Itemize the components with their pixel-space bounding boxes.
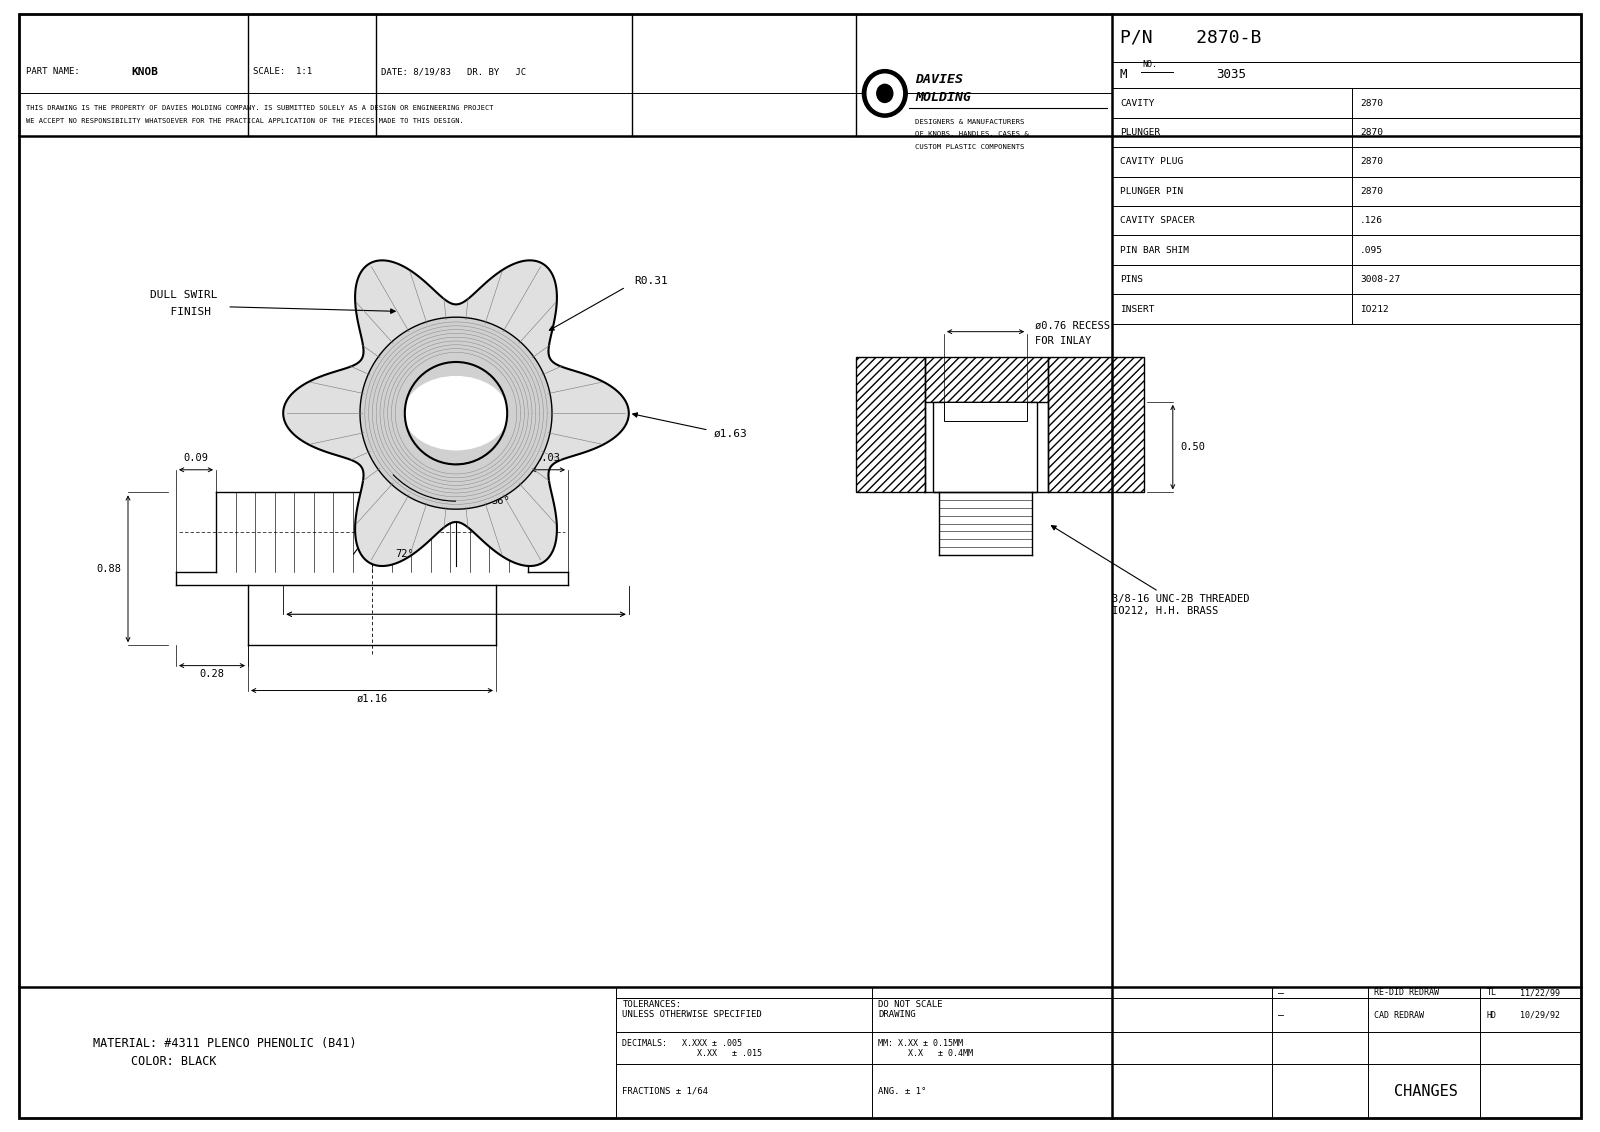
Text: NO.: NO. <box>1142 60 1157 69</box>
Bar <box>933 402 1037 492</box>
Text: –: – <box>1278 988 1285 997</box>
Text: CAVITY SPACER: CAVITY SPACER <box>1120 216 1195 225</box>
Text: 0.88: 0.88 <box>96 564 122 574</box>
Text: KNOB: KNOB <box>131 67 158 77</box>
Polygon shape <box>360 317 552 509</box>
Text: PLUNGER: PLUNGER <box>1120 128 1160 137</box>
Circle shape <box>405 377 507 449</box>
Text: DAVIES: DAVIES <box>915 74 963 86</box>
Text: .095: .095 <box>1360 246 1382 255</box>
Text: MOLDING: MOLDING <box>915 92 971 104</box>
Text: M: M <box>1120 68 1128 82</box>
Ellipse shape <box>867 75 902 113</box>
Text: ø1.16: ø1.16 <box>357 694 387 704</box>
Text: PART NAME:: PART NAME: <box>26 68 80 76</box>
Polygon shape <box>283 260 629 566</box>
Text: 0.09: 0.09 <box>184 453 208 463</box>
Bar <box>856 357 925 492</box>
Text: WE ACCEPT NO RESPONSIBILITY WHATSOEVER FOR THE PRACTICAL APPLICATION OF THE PIEC: WE ACCEPT NO RESPONSIBILITY WHATSOEVER F… <box>26 118 464 125</box>
Text: .126: .126 <box>1360 216 1382 225</box>
Text: 3008-27: 3008-27 <box>1360 275 1400 284</box>
Text: FOR INLAY: FOR INLAY <box>1035 336 1091 345</box>
Text: PLUNGER PIN: PLUNGER PIN <box>1120 187 1184 196</box>
Bar <box>925 357 1048 402</box>
Text: SCALE:  1:1: SCALE: 1:1 <box>253 68 312 76</box>
Text: CHANGES: CHANGES <box>1395 1083 1458 1099</box>
Text: HD: HD <box>1486 1011 1496 1020</box>
Text: 11/22/99: 11/22/99 <box>1520 988 1560 997</box>
Text: FRACTIONS ± 1/64: FRACTIONS ± 1/64 <box>622 1087 709 1096</box>
Text: CAD REDRAW: CAD REDRAW <box>1374 1011 1424 1020</box>
Text: 3/8-16 UNC-2B THREADED
IO212, H.H. BRASS: 3/8-16 UNC-2B THREADED IO212, H.H. BRASS <box>1051 525 1250 616</box>
Text: CAVITY: CAVITY <box>1120 98 1155 108</box>
Text: CUSTOM PLASTIC COMPONENTS: CUSTOM PLASTIC COMPONENTS <box>915 144 1024 149</box>
Text: ø1.63: ø1.63 <box>714 429 747 438</box>
Bar <box>944 402 1027 421</box>
Text: 2870: 2870 <box>1360 98 1382 108</box>
Bar <box>1048 357 1144 492</box>
Text: DESIGNERS & MANUFACTURERS: DESIGNERS & MANUFACTURERS <box>915 119 1024 125</box>
Text: ø0.76 RECESS: ø0.76 RECESS <box>1035 321 1110 331</box>
Text: 0.28: 0.28 <box>200 669 224 679</box>
Text: –: – <box>1278 1011 1285 1020</box>
Text: R0.31: R0.31 <box>634 276 667 286</box>
Text: ANG. ± 1°: ANG. ± 1° <box>878 1087 926 1096</box>
Text: INSERT: INSERT <box>1120 305 1155 314</box>
Bar <box>856 357 925 492</box>
Text: 72°: 72° <box>395 549 414 559</box>
Text: TOLERANCES:
UNLESS OTHERWISE SPECIFIED: TOLERANCES: UNLESS OTHERWISE SPECIFIED <box>622 1000 762 1020</box>
Text: 0.03: 0.03 <box>536 453 560 463</box>
Bar <box>925 357 1048 402</box>
Text: MM: X.XX ± 0.15MM
      X.X   ± 0.4MM: MM: X.XX ± 0.15MM X.X ± 0.4MM <box>878 1038 973 1058</box>
Ellipse shape <box>877 85 893 103</box>
Text: 2870: 2870 <box>1360 187 1382 196</box>
Text: PIN BAR SHIM: PIN BAR SHIM <box>1120 246 1189 255</box>
Text: MATERIAL: #4311 PLENCO PHENOLIC (B41): MATERIAL: #4311 PLENCO PHENOLIC (B41) <box>93 1037 357 1050</box>
Text: DATE: 8/19/83   DR. BY   JC: DATE: 8/19/83 DR. BY JC <box>381 68 526 76</box>
Text: 36°: 36° <box>491 496 510 506</box>
Text: 0.50: 0.50 <box>1181 443 1206 452</box>
Ellipse shape <box>862 70 907 118</box>
Text: DO NOT SCALE
DRAWING: DO NOT SCALE DRAWING <box>878 1000 942 1020</box>
Text: PINS: PINS <box>1120 275 1142 284</box>
Text: RE-DID REDRAW: RE-DID REDRAW <box>1374 988 1440 997</box>
Text: DECIMALS:   X.XXX ± .005
               X.XX   ± .015: DECIMALS: X.XXX ± .005 X.XX ± .015 <box>622 1038 762 1058</box>
Text: DULL SWIRL: DULL SWIRL <box>150 291 218 300</box>
Text: COLOR: BLACK: COLOR: BLACK <box>131 1055 216 1069</box>
Text: IO212: IO212 <box>1360 305 1389 314</box>
Text: THIS DRAWING IS THE PROPERTY OF DAVIES MOLDING COMPANY. IS SUBMITTED SOLELY AS A: THIS DRAWING IS THE PROPERTY OF DAVIES M… <box>26 104 493 111</box>
Text: TL: TL <box>1486 988 1496 997</box>
Bar <box>1048 357 1144 492</box>
Text: CAVITY PLUG: CAVITY PLUG <box>1120 157 1184 166</box>
Text: 2870: 2870 <box>1360 128 1382 137</box>
Text: FINISH: FINISH <box>157 308 211 317</box>
Text: OF KNOBS, HANDLES, CASES &: OF KNOBS, HANDLES, CASES & <box>915 131 1029 137</box>
Text: 3035: 3035 <box>1216 68 1246 82</box>
Text: 2870: 2870 <box>1360 157 1382 166</box>
Text: P/N    2870-B: P/N 2870-B <box>1120 28 1261 46</box>
Text: 10/29/92: 10/29/92 <box>1520 1011 1560 1020</box>
